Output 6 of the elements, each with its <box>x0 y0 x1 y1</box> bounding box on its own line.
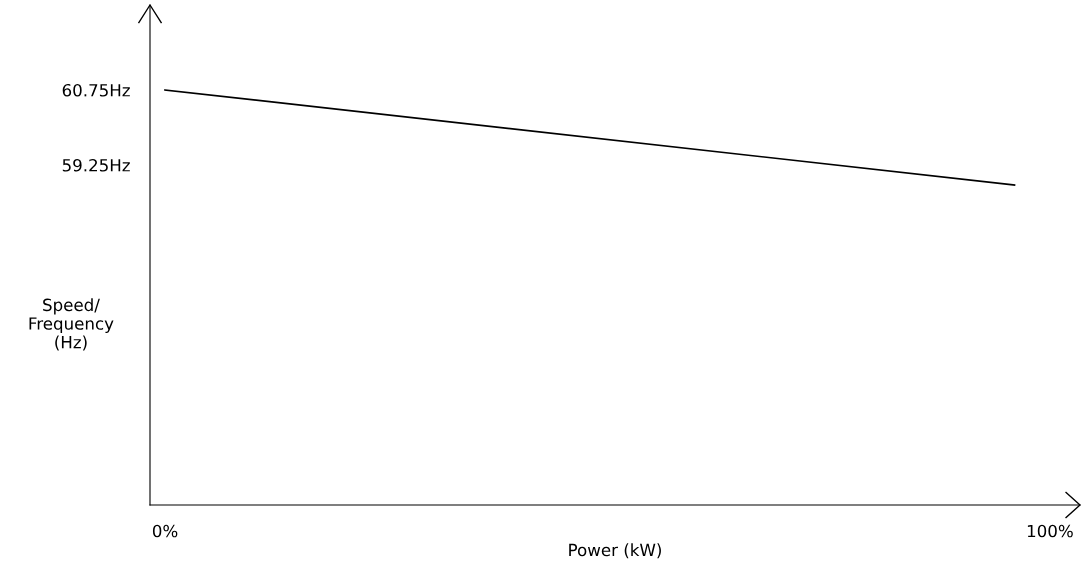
y-axis-title: Speed/ Frequency (Hz) <box>29 298 114 351</box>
x-tick-label: 0% <box>152 524 178 538</box>
y-tick-label: 60.75Hz <box>62 83 130 97</box>
x-axis-title: Power (kW) <box>569 543 661 559</box>
x-tick-label: 100% <box>1027 524 1073 538</box>
y-tick-label: 59.25Hz <box>62 158 130 172</box>
